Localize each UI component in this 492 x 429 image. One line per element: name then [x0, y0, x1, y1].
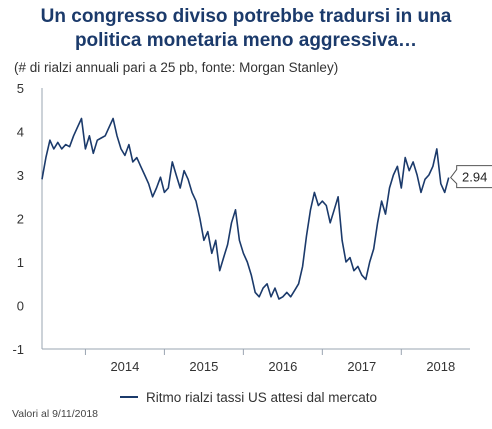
legend-label: Ritmo rialzi tassi US attesi dal mercato [146, 390, 377, 405]
chart-title: Un congresso diviso potrebbe tradursi in… [0, 5, 492, 53]
x-tick-label: 2015 [189, 359, 218, 374]
x-tick-label: 2014 [110, 359, 139, 374]
y-tick-label: 3 [17, 168, 24, 183]
y-tick-label: 1 [17, 255, 24, 270]
chart-subtitle: (# di rialzi annuali pari a 25 pb, fonte… [14, 60, 339, 75]
last-value-callout: 2.94 [450, 165, 492, 189]
chart-title-line-2: politica monetaria meno aggressiva… [74, 30, 418, 51]
legend: Ritmo rialzi tassi US attesi dal mercato [120, 390, 377, 405]
last-value-label: 2.94 [462, 170, 487, 185]
series-group [41, 117, 450, 300]
series-line [41, 117, 450, 300]
x-tick-label: 2016 [268, 359, 297, 374]
y-tick-label: 0 [17, 299, 24, 314]
y-axis: -1 0 1 2 3 4 5 [12, 81, 43, 357]
x-tick-label: 2018 [426, 359, 455, 374]
last-value-box [450, 165, 492, 189]
y-tick-label: 4 [17, 125, 24, 140]
x-tick-label: 2017 [347, 359, 376, 374]
y-tick-label: -1 [12, 342, 24, 357]
x-axis: 2014 2015 2016 2017 2018 [42, 348, 470, 374]
y-tick-label: 2 [17, 212, 24, 227]
y-tick-label: 5 [17, 81, 24, 96]
chart-title-line-1: Un congresso diviso potrebbe tradursi in… [40, 6, 452, 27]
footnote: Valori al 9/11/2018 [12, 408, 99, 420]
